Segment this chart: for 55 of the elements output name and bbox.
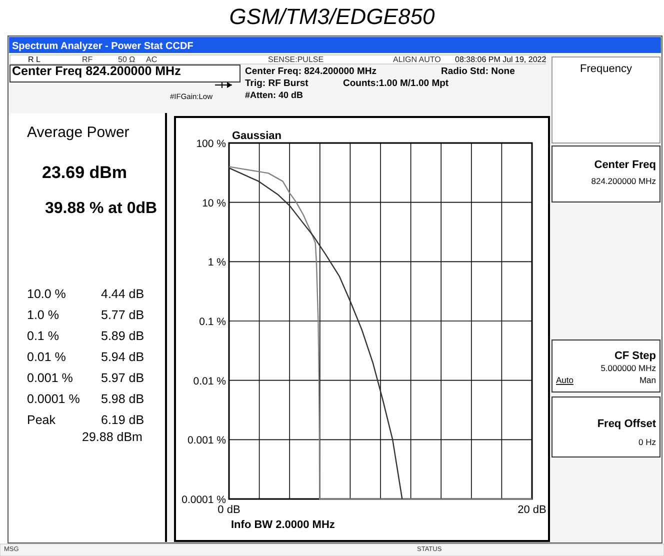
text: R L bbox=[28, 55, 41, 64]
line-series bbox=[228, 167, 403, 500]
text: 5.000000 MHz bbox=[600, 363, 656, 373]
text: Spectrum Analyzer - Power Stat CCDF bbox=[12, 41, 194, 52]
text: Counts:1.00 M/1.00 Mpt bbox=[343, 78, 450, 89]
text: Center Freq: 824.200000 MHz bbox=[245, 66, 377, 77]
text: Peak bbox=[27, 413, 56, 427]
text: 0.0001 % bbox=[27, 392, 80, 406]
text: 1.0 % bbox=[27, 308, 59, 322]
y-tick-label: 0.1 % bbox=[199, 316, 226, 328]
text: Trig: RF Burst bbox=[245, 78, 310, 89]
text: 4.44 dB bbox=[101, 287, 144, 301]
text: 0.01 % bbox=[27, 350, 66, 364]
text: ALIGN AUTO bbox=[393, 55, 441, 64]
x-tick-label: 20 dB bbox=[518, 504, 546, 516]
y-tick-label: 1 % bbox=[208, 256, 226, 269]
text: #Atten: 40 dB bbox=[245, 90, 304, 100]
text: 0.001 % bbox=[27, 371, 73, 385]
text: 5.77 dB bbox=[101, 308, 144, 322]
text: 29.88 dBm bbox=[82, 430, 142, 444]
x-tick-label: 0 dB bbox=[218, 504, 240, 516]
text: Center Freq 824.200000 MHz bbox=[12, 64, 181, 78]
text: 5.94 dB bbox=[101, 350, 144, 364]
text: SENSE:PULSE bbox=[268, 55, 324, 64]
y-tick-label: 0.01 % bbox=[193, 375, 226, 388]
text: 5.97 dB bbox=[101, 371, 144, 385]
text: 39.88 % at 0dB bbox=[45, 200, 158, 217]
text: 6.19 dB bbox=[101, 413, 144, 427]
text: 10.0 % bbox=[27, 287, 66, 301]
text: Gaussian bbox=[232, 130, 282, 142]
text: Man bbox=[639, 375, 656, 385]
text: AC bbox=[146, 55, 158, 64]
chart-title: GSM/TM3/EDGE850 bbox=[229, 4, 436, 29]
text: CF Step bbox=[614, 350, 656, 362]
text: 5.89 dB bbox=[101, 329, 144, 343]
text: RF bbox=[82, 55, 93, 64]
text: Center Freq bbox=[594, 159, 656, 171]
text: 08:38:06 PM Jul 19, 2022 bbox=[455, 55, 547, 64]
text: Frequency bbox=[580, 63, 632, 75]
line-series bbox=[228, 166, 533, 500]
text: 0 Hz bbox=[638, 437, 656, 447]
text: 50 Ω bbox=[118, 55, 136, 64]
text: 0.1 % bbox=[27, 329, 59, 343]
text: 23.69 dBm bbox=[42, 163, 128, 182]
text: Average Power bbox=[27, 124, 130, 141]
text: 824.200000 MHz bbox=[591, 176, 656, 186]
y-tick-label: 0.0001 % bbox=[182, 494, 226, 506]
y-tick-label: 10 % bbox=[202, 197, 226, 210]
y-tick-label: 100 % bbox=[196, 138, 226, 150]
text: Auto bbox=[556, 375, 574, 385]
text: 5.98 dB bbox=[101, 392, 144, 406]
text: Info BW 2.0000 MHz bbox=[231, 519, 336, 531]
text: Freq Offset bbox=[597, 418, 656, 430]
text: Radio Std: None bbox=[441, 66, 515, 77]
y-tick-label: 0.001 % bbox=[187, 434, 226, 447]
